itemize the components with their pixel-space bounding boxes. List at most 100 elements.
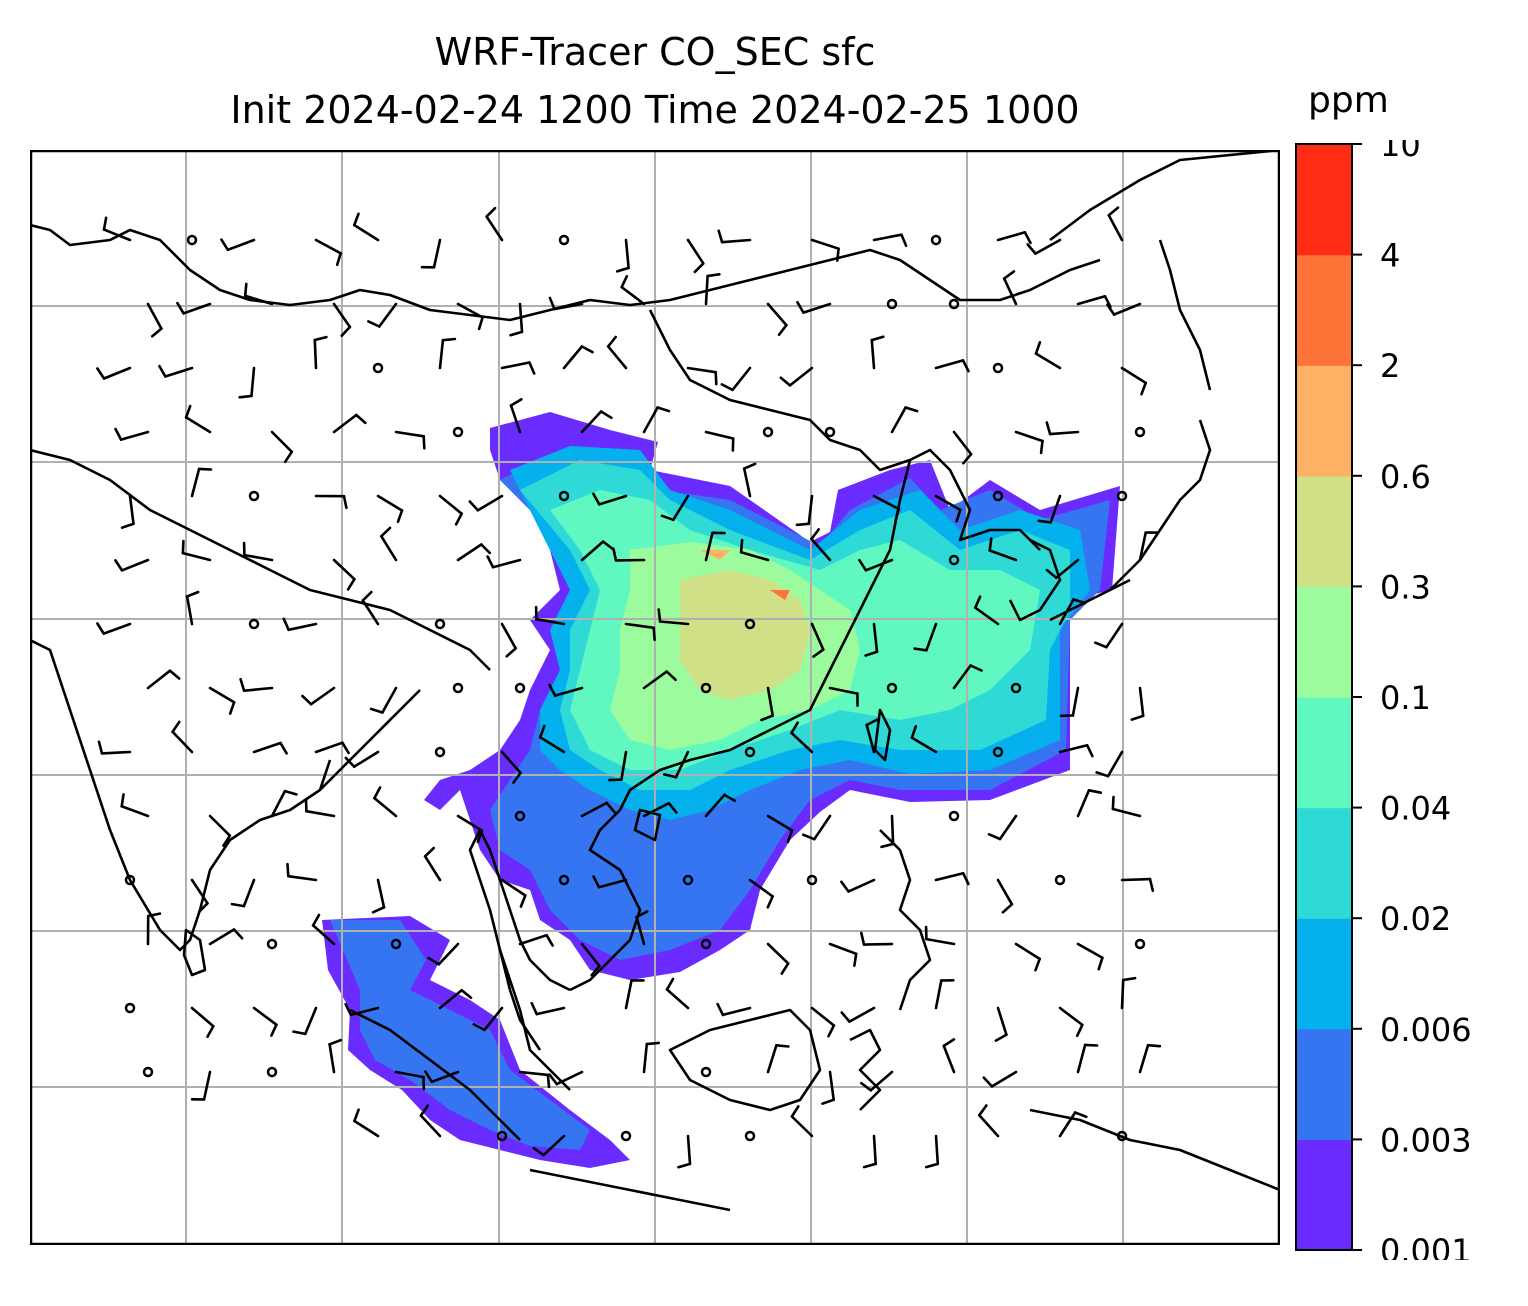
wind-barb-shaft bbox=[810, 1006, 836, 1027]
coastline-segment bbox=[1109, 419, 1212, 591]
wind-barb-shaft bbox=[250, 366, 256, 398]
wind-barb-shaft bbox=[686, 238, 705, 265]
wind-barb-shaft bbox=[1076, 1043, 1087, 1074]
wind-barb-shaft bbox=[658, 620, 690, 626]
colorbar-tick-label: 0.006 bbox=[1380, 1011, 1472, 1049]
wind-calm-marker bbox=[434, 618, 446, 630]
wind-barb-flag bbox=[777, 323, 788, 336]
wind-barb-shaft bbox=[890, 814, 895, 846]
wind-barb bbox=[580, 801, 616, 818]
wind-barb bbox=[146, 669, 181, 690]
wind-barb-shaft bbox=[349, 1006, 380, 1017]
wind-barb bbox=[1058, 1111, 1088, 1138]
wind-barb bbox=[864, 622, 879, 657]
wind-barb-flag bbox=[1097, 956, 1104, 971]
wind-barb-flag bbox=[790, 721, 800, 735]
wind-barb-shaft bbox=[872, 233, 903, 242]
wind-barb-shaft bbox=[721, 1006, 752, 1017]
wind-barb bbox=[660, 494, 690, 522]
wind-barb-shaft bbox=[580, 801, 609, 818]
wind-barb-flag bbox=[994, 1033, 1008, 1042]
wind-barb bbox=[1002, 270, 1018, 306]
wind-barb-flag bbox=[865, 718, 879, 727]
wind-barb bbox=[872, 233, 908, 248]
wind-barb bbox=[190, 467, 213, 498]
wind-barb bbox=[790, 721, 814, 754]
wind-barb-shaft bbox=[305, 809, 336, 818]
wind-barb-shaft bbox=[828, 942, 858, 956]
wind-barb-flag bbox=[904, 406, 919, 413]
wind-barb-flag bbox=[472, 1023, 486, 1032]
wind-calm-marker bbox=[496, 1130, 508, 1142]
wind-barb-flag bbox=[282, 617, 290, 632]
wind-barb-shaft bbox=[456, 302, 484, 319]
wind-barb-flag bbox=[862, 1162, 878, 1169]
wind-calm-marker bbox=[124, 874, 136, 886]
wind-barb-flag bbox=[955, 508, 962, 523]
wind-barb-shaft bbox=[1002, 277, 1018, 306]
colorbar-band bbox=[1296, 254, 1352, 366]
wind-barb-flag bbox=[1140, 381, 1147, 396]
wind-barb bbox=[1058, 743, 1094, 758]
wind-barb-shaft bbox=[377, 302, 398, 328]
wind-barb-flag bbox=[652, 626, 656, 642]
wind-barb-shaft bbox=[990, 1070, 1018, 1088]
wind-barb-shaft bbox=[996, 1006, 1008, 1037]
wind-barb bbox=[996, 878, 1014, 914]
wind-barb-shaft bbox=[807, 494, 814, 526]
wind-barb-flag bbox=[171, 720, 181, 734]
coastline-segment bbox=[529, 1168, 731, 1212]
wind-calm-marker bbox=[886, 298, 898, 310]
wind-barb-flag bbox=[1023, 231, 1032, 245]
wind-barb-shaft bbox=[314, 741, 344, 754]
wind-barb-flag bbox=[795, 522, 811, 527]
wind-barb-shaft bbox=[500, 622, 518, 650]
wind-barb-flag bbox=[620, 275, 629, 289]
map-subtitle: Init 2024-02-24 1200 Time 2024-02-25 100… bbox=[230, 88, 1080, 132]
wind-barb-shaft bbox=[973, 606, 1000, 626]
wind-barb-shaft bbox=[642, 670, 669, 690]
wind-barb-flag bbox=[969, 664, 983, 672]
wind-barb bbox=[102, 216, 132, 242]
wind-barb-flag bbox=[961, 871, 970, 886]
wind-barb-flag bbox=[120, 793, 125, 808]
wind-barb bbox=[795, 494, 814, 527]
wind-barb-flag bbox=[786, 829, 794, 844]
wind-barb bbox=[748, 878, 775, 909]
colorbar-tick-label: 0.1 bbox=[1380, 679, 1431, 717]
wind-barb bbox=[766, 814, 794, 844]
wind-barb-shaft bbox=[720, 238, 752, 244]
wind-barb bbox=[1045, 558, 1080, 580]
wind-barb-shaft bbox=[352, 223, 380, 242]
wind-barb-shaft bbox=[542, 1134, 566, 1157]
wind-calm-marker bbox=[452, 682, 464, 694]
wind-calm-marker bbox=[452, 426, 464, 438]
wind-barb-flag bbox=[821, 1098, 836, 1106]
colorbar-tick-label: 0.6 bbox=[1380, 458, 1431, 496]
wind-barb-shaft bbox=[313, 338, 318, 370]
wind-barb bbox=[344, 750, 380, 769]
wind-calm-marker bbox=[992, 746, 1004, 758]
wind-barb-shaft bbox=[243, 553, 274, 562]
wind-calm-marker bbox=[248, 618, 260, 630]
wind-barb-shaft bbox=[500, 750, 522, 775]
coastline-segment bbox=[648, 309, 1041, 551]
wind-barb bbox=[190, 1006, 215, 1039]
wind-calm-marker bbox=[700, 938, 712, 950]
wind-barb-flag bbox=[1111, 795, 1115, 811]
wind-barb bbox=[438, 988, 473, 1010]
wind-barb-flag bbox=[973, 595, 982, 610]
tracer-contour-region bbox=[770, 590, 790, 600]
wind-barb bbox=[1107, 206, 1124, 242]
wind-barb-shaft bbox=[202, 1070, 212, 1101]
wind-barb bbox=[532, 1134, 566, 1157]
wind-barb-flag bbox=[1083, 1043, 1099, 1047]
wind-barb-flag bbox=[1103, 294, 1112, 309]
coastline-segment bbox=[1158, 239, 1212, 391]
wind-barb-shaft bbox=[1111, 807, 1142, 818]
coastline-segment bbox=[1049, 578, 1131, 622]
wind-calm-marker bbox=[1116, 490, 1128, 502]
wind-barb-shaft bbox=[766, 814, 794, 832]
wind-barb bbox=[314, 741, 350, 755]
wind-barb bbox=[704, 273, 721, 306]
